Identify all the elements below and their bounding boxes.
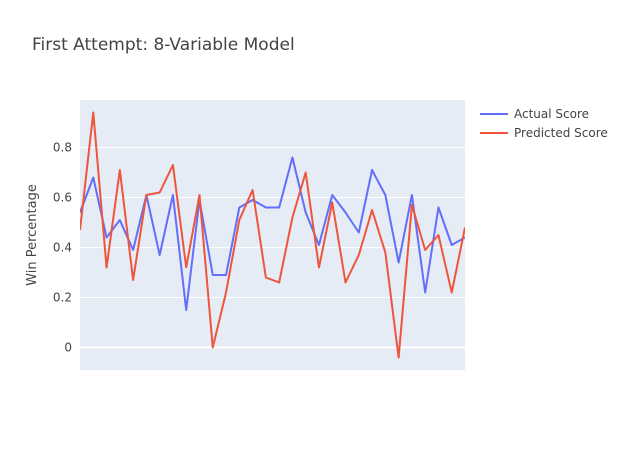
series-line-predicted-score[interactable] [80,111,465,359]
y-tick-label: 0.8 [53,141,72,155]
legend-item-predicted-score[interactable]: Predicted Score [480,126,608,140]
y-tick-label: 0.4 [53,241,72,255]
y-axis-ticks: 0 0.2 0.4 0.6 0.8 [53,141,72,355]
gridlines [80,147,465,349]
y-tick-label: 0 [64,341,72,355]
y-axis-label: Win Percentage [25,184,40,286]
legend: Actual Score Predicted Score [480,107,608,140]
legend-item-actual-score[interactable]: Actual Score [480,107,589,121]
series-group [80,111,465,359]
legend-label: Actual Score [514,107,589,121]
y-tick-label: 0.6 [53,191,72,205]
legend-label: Predicted Score [514,126,608,140]
y-tick-label: 0.2 [53,291,72,305]
chart-title: First Attempt: 8-Variable Model [32,35,295,55]
